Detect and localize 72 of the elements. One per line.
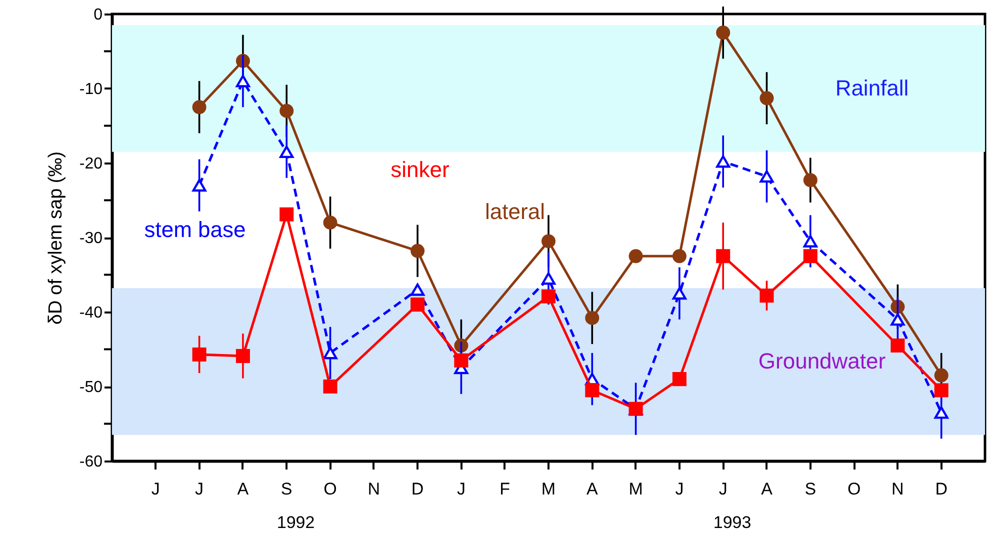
y-tick-label: -10 (79, 81, 103, 98)
x-tick-label: A (237, 480, 250, 498)
point (323, 379, 338, 394)
point (541, 289, 556, 304)
point (803, 249, 818, 264)
y-tick-label: -30 (79, 230, 103, 247)
x-tick-label: D (411, 480, 424, 498)
point (716, 26, 730, 40)
point (672, 287, 686, 300)
point (934, 383, 948, 398)
x-tick-label: J (718, 480, 728, 498)
x-tick-label: A (586, 480, 598, 498)
x-tick-label: S (804, 480, 816, 498)
point (323, 216, 338, 230)
x-tick-label: F (500, 480, 510, 498)
band-label: Groundwater (758, 348, 886, 374)
point (890, 313, 905, 326)
point (454, 353, 468, 368)
x-tick-label: O (324, 480, 337, 498)
y-tick-label: -50 (79, 379, 103, 396)
point (628, 249, 643, 264)
x-tick-label: M (628, 480, 643, 498)
point (192, 347, 206, 362)
point (280, 104, 294, 118)
x-tick-label: N (892, 480, 904, 498)
point (280, 207, 294, 222)
point (236, 348, 250, 363)
point (760, 288, 774, 303)
y-tick-label: -20 (79, 156, 103, 172)
x-tick-label: D (935, 480, 948, 498)
band-label: Rainfall (835, 76, 909, 100)
point (672, 372, 686, 386)
point (541, 272, 556, 285)
point (192, 100, 206, 114)
point (934, 406, 948, 419)
x-tick-label: J (195, 480, 204, 498)
point (803, 173, 818, 188)
point (716, 249, 730, 264)
series-label: lateral (485, 199, 545, 224)
y-axis-title: δD of xylem sap (‰) (45, 151, 66, 325)
x-tick-label: J (675, 480, 684, 498)
x-tick-label: J (456, 480, 466, 498)
y-tick-label: 0 (94, 6, 103, 24)
x-tick-label: S (280, 480, 292, 498)
point (803, 235, 818, 248)
text: 1992 (276, 513, 315, 532)
y-tick-label: -40 (79, 304, 103, 322)
text: sinker (390, 157, 450, 182)
point (410, 244, 425, 258)
point (585, 310, 600, 325)
x-tick-label: M (541, 480, 556, 498)
point (236, 74, 250, 88)
point (585, 383, 600, 398)
point (280, 146, 294, 158)
point (541, 234, 556, 248)
point (890, 338, 905, 353)
point (323, 346, 338, 360)
x-tick-label: A (761, 480, 774, 498)
point (410, 283, 425, 296)
text: 1993 (713, 513, 752, 532)
point (672, 249, 686, 264)
x-tick-label: O (847, 480, 861, 498)
x-tick-label: N (368, 480, 380, 498)
point (934, 368, 948, 382)
y-tick-label: -60 (79, 454, 103, 470)
point (716, 155, 730, 168)
series-label: stem base (144, 217, 246, 242)
point (192, 179, 206, 192)
point (410, 298, 425, 312)
point (760, 170, 774, 183)
x-tick-label: J (151, 480, 160, 498)
point (760, 91, 774, 106)
